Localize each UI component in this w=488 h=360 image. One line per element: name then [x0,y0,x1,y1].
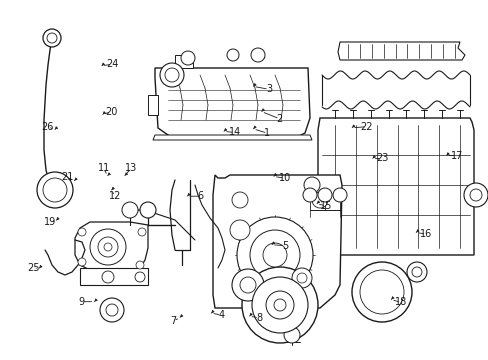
Circle shape [249,230,299,280]
Text: 8: 8 [256,313,262,323]
Circle shape [90,229,126,265]
Polygon shape [155,68,309,138]
Circle shape [231,192,247,208]
Text: 15: 15 [319,201,332,211]
Circle shape [140,202,156,218]
Polygon shape [213,175,341,308]
Polygon shape [309,175,325,195]
Polygon shape [337,42,464,60]
Circle shape [250,48,264,62]
Text: 13: 13 [124,163,137,174]
Circle shape [351,262,411,322]
Circle shape [135,272,145,282]
Text: 7: 7 [170,316,176,326]
Polygon shape [75,222,148,270]
Polygon shape [148,95,158,115]
Circle shape [231,269,264,301]
Circle shape [78,228,86,236]
Circle shape [265,291,293,319]
Circle shape [106,304,118,316]
Text: 23: 23 [375,153,388,163]
Polygon shape [153,135,311,140]
Text: 24: 24 [106,59,119,69]
Text: 20: 20 [105,107,118,117]
Circle shape [240,277,256,293]
Circle shape [242,267,317,343]
Text: 21: 21 [61,172,73,182]
Text: 17: 17 [449,150,462,161]
Text: 5: 5 [282,240,287,251]
Circle shape [296,273,306,283]
Circle shape [463,183,487,207]
Circle shape [311,192,327,208]
Circle shape [304,177,319,193]
Circle shape [411,267,421,277]
Circle shape [181,51,195,65]
Circle shape [47,33,57,43]
Text: 6: 6 [197,191,203,201]
Circle shape [251,277,307,333]
Text: 16: 16 [419,229,432,239]
Circle shape [122,202,138,218]
Circle shape [229,220,249,240]
Circle shape [263,243,286,267]
Text: 4: 4 [218,310,224,320]
Text: 3: 3 [265,84,271,94]
Text: 1: 1 [264,128,270,138]
Circle shape [164,68,179,82]
Circle shape [359,270,403,314]
Circle shape [136,261,143,269]
Circle shape [226,49,239,61]
Text: 2: 2 [276,114,282,124]
Text: 14: 14 [228,127,241,138]
Circle shape [104,243,112,251]
Text: 12: 12 [108,191,121,201]
Circle shape [273,299,285,311]
Circle shape [317,188,331,202]
Circle shape [237,217,312,293]
Text: 10: 10 [278,173,290,183]
Circle shape [43,29,61,47]
Text: 18: 18 [394,297,407,307]
Polygon shape [317,118,473,255]
Circle shape [303,188,316,202]
Circle shape [469,189,481,201]
Polygon shape [175,55,193,68]
Text: 22: 22 [360,122,372,132]
Circle shape [98,237,118,257]
Circle shape [43,178,67,202]
Text: 11: 11 [97,163,110,174]
Circle shape [284,327,299,343]
Circle shape [291,268,311,288]
Circle shape [78,258,86,266]
Circle shape [100,298,124,322]
Text: 19: 19 [44,217,57,228]
Circle shape [160,63,183,87]
Text: 25: 25 [27,263,40,273]
Text: 26: 26 [41,122,54,132]
Circle shape [332,188,346,202]
Polygon shape [80,268,148,285]
Circle shape [406,262,426,282]
Circle shape [138,228,146,236]
Text: 9: 9 [79,297,84,307]
Circle shape [102,271,114,283]
Circle shape [37,172,73,208]
